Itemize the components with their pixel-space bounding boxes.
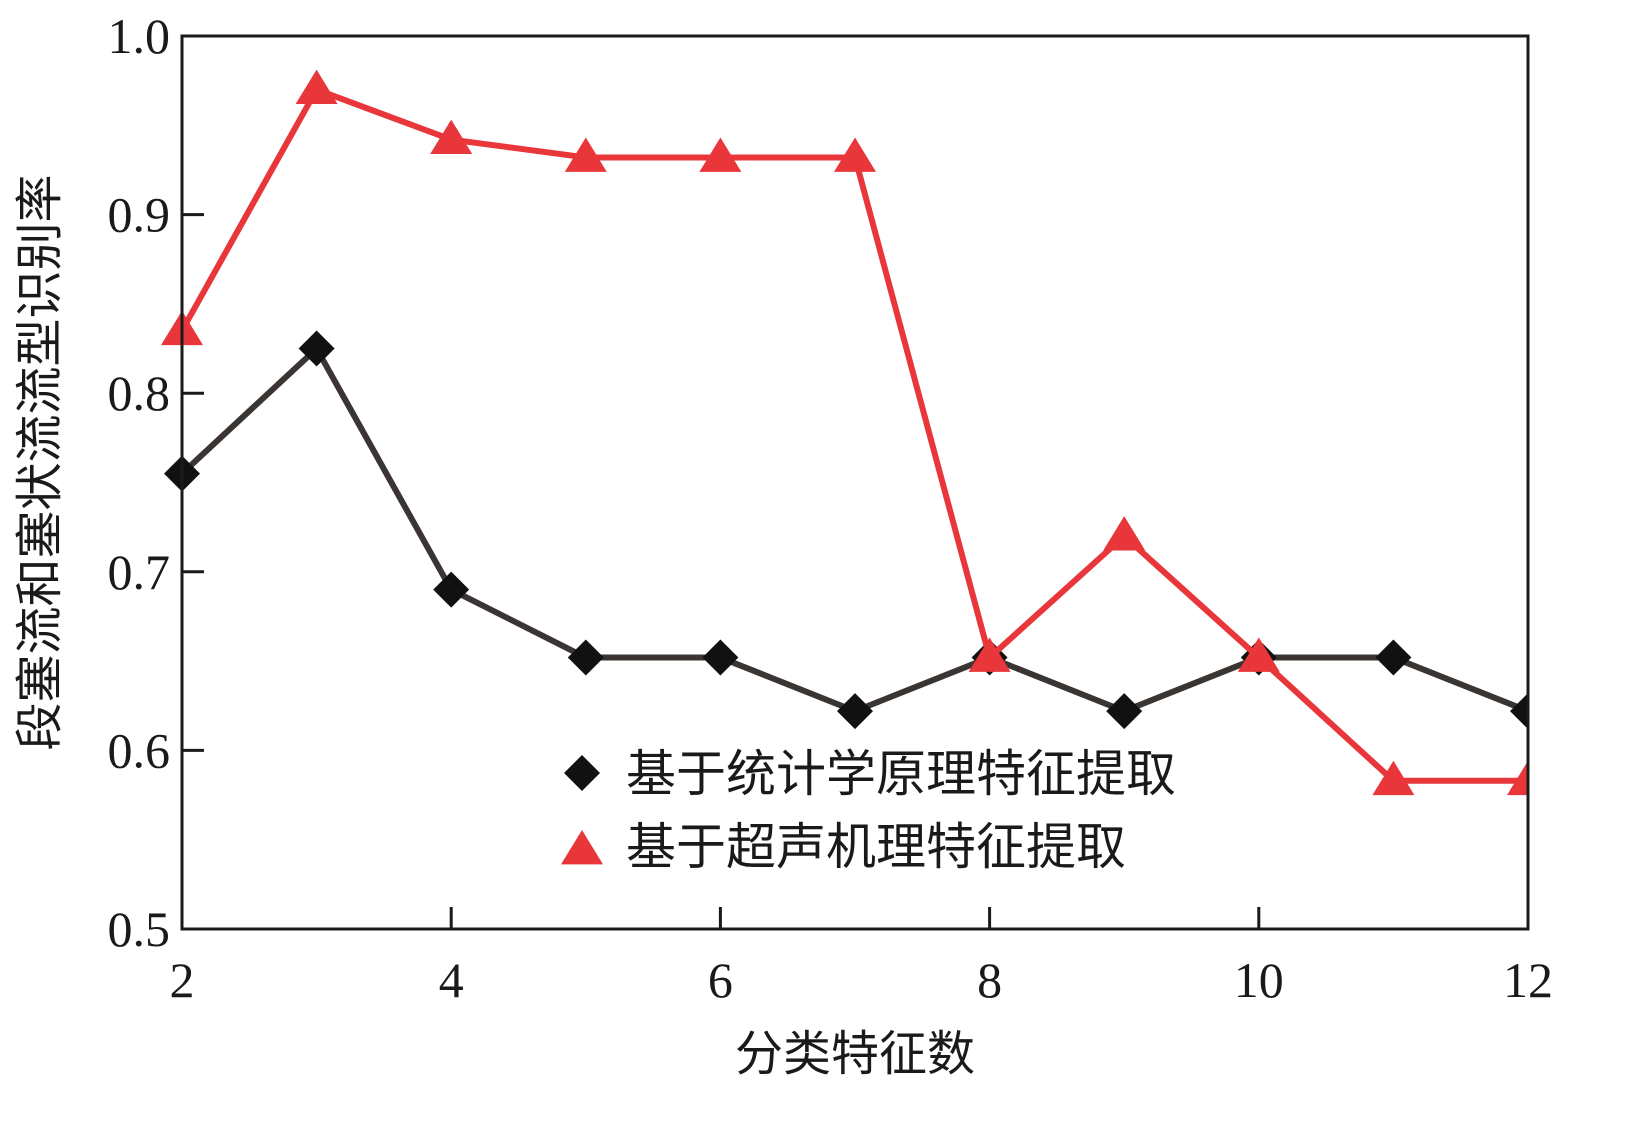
y-tick-label: 0.7 — [108, 544, 171, 600]
data-point-diamond — [702, 639, 739, 676]
data-point-diamond — [433, 571, 470, 608]
x-tick-label: 10 — [1234, 952, 1284, 1008]
x-axis-title: 分类特征数 — [735, 1026, 975, 1082]
plot-frame — [180, 34, 1530, 931]
y-tick-label: 0.9 — [108, 187, 171, 243]
data-point-diamond — [298, 330, 335, 367]
data-point-diamond — [1375, 639, 1412, 676]
data-point-triangle — [295, 69, 338, 104]
data-point-triangle — [834, 137, 876, 172]
x-tick-label: 2 — [170, 952, 195, 1008]
x-tick-label: 6 — [708, 952, 733, 1008]
data-point-diamond — [1510, 693, 1528, 730]
legend-triangle-shape — [561, 830, 603, 865]
data-point-triangle — [1372, 760, 1415, 796]
x-tick-label: 4 — [439, 952, 464, 1008]
data-point-triangle — [564, 137, 607, 172]
data-point-triangle — [1103, 516, 1146, 551]
data-point-diamond — [567, 639, 604, 676]
data-point-triangle — [1237, 637, 1280, 672]
x-tick-label: 12 — [1503, 952, 1553, 1008]
x-tick-label: 8 — [977, 952, 1002, 1008]
legend-marker-triangle — [561, 830, 603, 865]
legend: 基于统计学原理特征提取 基于超声机理特征提取 — [561, 745, 1176, 876]
legend-diamond-shape — [564, 755, 600, 791]
y-tick-label: 1.0 — [108, 8, 171, 64]
data-point-triangle — [968, 637, 1011, 672]
series-layer — [161, 69, 1528, 796]
y-tick-label: 0.5 — [108, 901, 171, 957]
legend-marker-diamond — [564, 755, 600, 791]
data-point-triangle — [699, 137, 742, 172]
series-group — [161, 69, 1528, 796]
ticks-layer: 2 4 6 8 10 12 0.5 0.6 0.7 0.8 0.9 1.0 — [108, 8, 1554, 1008]
legend-label-statistics: 基于统计学原理特征提取 — [626, 745, 1176, 803]
legend-label-ultrasonic: 基于超声机理特征提取 — [626, 818, 1126, 876]
data-point-triangle — [430, 119, 473, 154]
data-point-diamond — [1106, 693, 1143, 730]
data-point-triangle — [1507, 760, 1528, 796]
y-axis-title: 段塞流和塞状流流型识别率 — [12, 174, 68, 750]
series-line — [179, 86, 1528, 784]
y-tick-label: 0.8 — [108, 365, 171, 421]
series-line — [179, 345, 1528, 715]
data-point-diamond — [837, 693, 873, 730]
series-group — [164, 330, 1528, 730]
y-tick-label: 0.6 — [108, 722, 171, 778]
